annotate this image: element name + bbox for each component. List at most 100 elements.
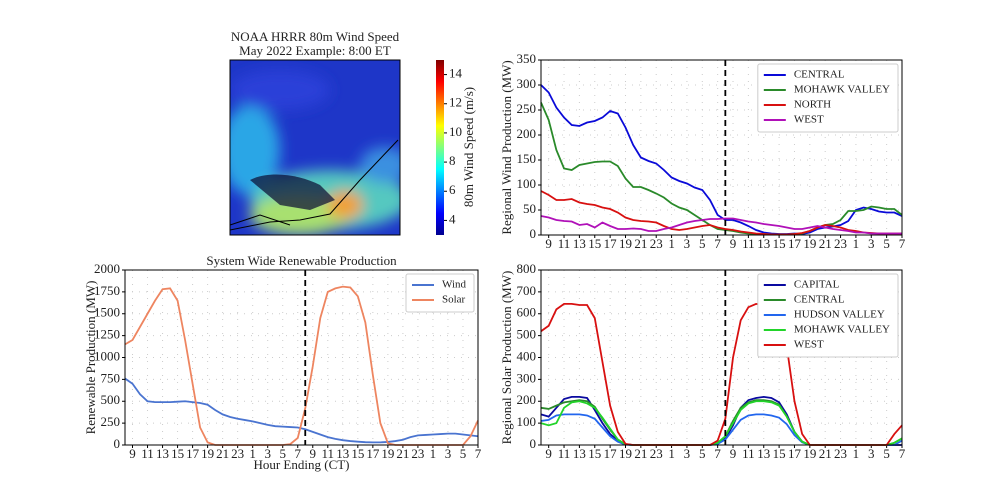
x-tick-label: 13 (156, 446, 169, 461)
x-tick-label: 23 (650, 236, 663, 251)
axes-frame (540, 269, 903, 446)
x-tick-label: 19 (381, 446, 394, 461)
x-tick-label: 15 (351, 446, 364, 461)
x-tick-label: 3 (445, 446, 452, 461)
x-tick-label: 1 (668, 236, 675, 251)
y-tick-label: 0 (114, 436, 121, 451)
x-tick-label: 11 (558, 446, 571, 461)
x-tick-label: 3 (264, 446, 271, 461)
map-image (230, 60, 400, 235)
x-tick-label: 5 (699, 446, 706, 461)
series-line (124, 377, 479, 444)
x-tick-label: 13 (573, 446, 586, 461)
x-tick-label: 15 (588, 446, 601, 461)
series-line (540, 215, 902, 235)
y-axis-label: Regional Solar Production (MW) (499, 271, 514, 445)
colorbar (436, 60, 444, 235)
y-tick-label: 2000 (94, 261, 120, 276)
series-line (540, 102, 903, 236)
x-tick-label: 19 (619, 236, 632, 251)
legend: Wind Solar (405, 273, 475, 313)
y-tick-label: 200 (517, 392, 537, 407)
series-line (540, 190, 902, 236)
x-tick-label: 5 (699, 236, 706, 251)
y-tick-label: 1000 (94, 348, 120, 363)
legend-label: CENTRAL (794, 69, 845, 81)
colorbar-label: 80m Wind Speed (m/s) (461, 87, 476, 207)
colorbar-tick-label: 8 (449, 153, 456, 168)
y-tick-label: 0 (530, 226, 537, 241)
x-tick-label: 17 (788, 236, 802, 251)
y-tick-label: 500 (101, 392, 121, 407)
x-tick-label: 21 (216, 446, 229, 461)
y-axis-label: Regional Wind Production (MW) (499, 60, 514, 234)
x-tick-label: 15 (588, 236, 601, 251)
legend-label: Solar (442, 294, 466, 306)
y-tick-label: 100 (517, 176, 537, 191)
legend-label: MOHAWK VALLEY (794, 84, 890, 96)
x-tick-label: 1 (249, 446, 256, 461)
x-tick-label: 19 (201, 446, 214, 461)
x-tick-label: 7 (475, 446, 482, 461)
x-tick-label: 7 (899, 236, 906, 251)
x-tick-label: 21 (819, 236, 832, 251)
y-tick-label: 400 (517, 348, 537, 363)
y-tick-label: 300 (517, 370, 537, 385)
y-tick-label: 300 (517, 76, 537, 91)
x-tick-label: 5 (460, 446, 467, 461)
x-tick-label: 17 (604, 236, 618, 251)
colorbar-tick-label: 10 (449, 124, 462, 139)
y-tick-label: 1750 (94, 283, 120, 298)
y-tick-label: 0 (530, 436, 537, 451)
y-tick-label: 200 (517, 126, 537, 141)
series-line (540, 84, 903, 235)
legend-label: Wind (442, 279, 466, 291)
x-tick-label: 7 (899, 446, 906, 461)
y-tick-label: 1250 (94, 327, 120, 342)
x-tick-label: 11 (322, 446, 335, 461)
x-tick-label: 13 (757, 236, 770, 251)
legend-label: CAPITAL (794, 279, 840, 291)
map-subtitle: May 2022 Example: 8:00 ET (239, 43, 391, 58)
x-tick-label: 9 (545, 446, 552, 461)
x-tick-label: 21 (634, 446, 647, 461)
x-tick-label: 19 (803, 236, 816, 251)
y-tick-label: 700 (517, 283, 537, 298)
colorbar-tick-label: 14 (449, 66, 463, 81)
y-tick-label: 800 (517, 261, 537, 276)
colorbar-tick-label: 6 (449, 182, 456, 197)
legend-label: CENTRAL (794, 294, 845, 306)
x-tick-label: 7 (714, 236, 721, 251)
x-axis-label: Hour Ending (CT) (253, 457, 349, 472)
colorbar-tick-label: 4 (449, 211, 456, 226)
y-tick-label: 100 (517, 414, 537, 429)
x-tick-label: 13 (757, 446, 770, 461)
y-tick-label: 350 (517, 51, 537, 66)
x-tick-label: 11 (558, 236, 571, 251)
x-tick-label: 23 (650, 446, 663, 461)
x-tick-label: 7 (714, 446, 721, 461)
x-tick-label: 5 (883, 446, 890, 461)
legend-box (757, 63, 899, 133)
legend-box (405, 273, 475, 313)
series-line (540, 395, 902, 446)
legend-box (757, 273, 899, 358)
x-tick-label: 11 (742, 446, 755, 461)
x-tick-label: 17 (604, 446, 618, 461)
x-tick-label: 17 (788, 446, 802, 461)
y-tick-label: 150 (517, 151, 537, 166)
x-tick-label: 3 (868, 446, 875, 461)
colorbar-tick-label: 12 (449, 95, 462, 110)
x-tick-label: 13 (336, 446, 349, 461)
x-tick-label: 1 (853, 236, 860, 251)
x-tick-label: 1 (853, 446, 860, 461)
x-tick-label: 1 (668, 446, 675, 461)
x-tick-label: 23 (231, 446, 244, 461)
x-tick-label: 11 (141, 446, 154, 461)
x-tick-label: 15 (171, 446, 184, 461)
legend-label: NORTH (794, 99, 831, 111)
legend-label: MOHAWK VALLEY (794, 324, 890, 336)
x-tick-label: 9 (730, 446, 737, 461)
map-title: NOAA HRRR 80m Wind Speed (231, 29, 400, 44)
